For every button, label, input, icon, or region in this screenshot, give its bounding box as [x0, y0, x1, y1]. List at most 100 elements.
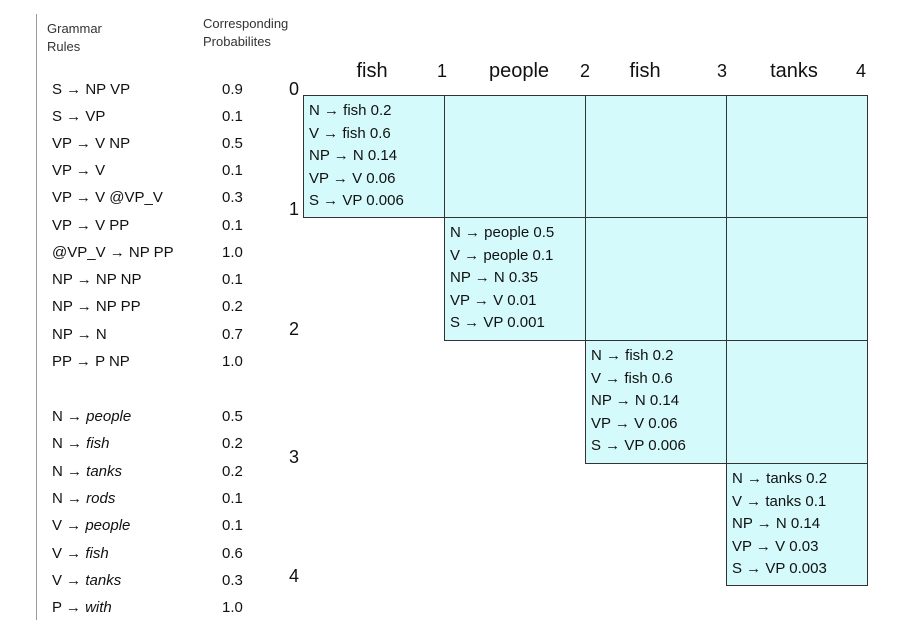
rule-probability: 0.9: [222, 81, 243, 98]
lexical-probability: 0.1: [222, 517, 243, 534]
chart-cell-entry: S → VP 0.003: [732, 560, 827, 577]
lexical-probability: 0.3: [222, 572, 243, 589]
chart-cell-entries: N → fish 0.2 V → fish 0.6 NP → N 0.14 VP → …: [304, 96, 444, 213]
rule-probability: 0.1: [222, 217, 243, 234]
rule-probability: 0.2: [222, 298, 243, 315]
sentence-word: people: [488, 60, 550, 82]
chart-cell-entry: VP → V 0.06: [591, 414, 678, 432]
sentence-word: fish: [629, 60, 661, 82]
chart-cell: [585, 217, 727, 341]
lexical-rule: V → fish: [52, 545, 109, 562]
chart-cell-entries: [727, 341, 867, 345]
grammar-rule: NP → N: [52, 326, 107, 343]
chart-cell-entry: NP → N 0.14: [591, 392, 680, 409]
column-index: 1: [437, 61, 448, 81]
column-index: 3: [717, 61, 728, 81]
grammar-rule: PP → P NP: [52, 353, 130, 370]
row-index: 2: [289, 319, 300, 339]
chart-cell-entry: VP → V 0.01: [450, 291, 537, 309]
column-index: 4: [856, 61, 867, 81]
chart-cell-entry: V → fish 0.6: [591, 369, 673, 387]
lexical-probability: 1.0: [222, 599, 243, 616]
grammar-rule: VP → V @VP_V: [52, 189, 163, 206]
chart-cell-entries: [586, 218, 726, 222]
chart-cell: [726, 217, 868, 341]
chart-cell-entry: NP → N 0.35: [450, 269, 539, 286]
lexical-rule: V → tanks: [52, 572, 122, 589]
probabilities-header-line: Corresponding: [203, 16, 289, 31]
lexical-rule: N → people: [52, 408, 132, 425]
grammar-rules-header-line: Grammar: [47, 21, 102, 36]
sentence-word: tanks: [770, 60, 818, 82]
lexical-word: fish: [85, 545, 109, 562]
chart-cell: N → people 0.5 V → people 0.1 NP → N 0.35 V…: [444, 217, 586, 341]
chart-cell-entry: V → tanks 0.1: [732, 492, 827, 510]
chart-cell-entry: NP → N 0.14: [309, 147, 398, 164]
rule-probability: 1.0: [222, 244, 243, 261]
sentence-word: fish: [356, 60, 388, 82]
chart-cell-entry: S → VP 0.006: [309, 192, 404, 209]
chart-cell-entries: N → people 0.5 V → people 0.1 NP → N 0.35 V…: [445, 218, 585, 335]
chart-cell-entries: [445, 96, 585, 100]
lexical-probability: 0.1: [222, 490, 243, 507]
grammar-rule: VP → V PP: [52, 217, 130, 234]
lexical-word: tanks: [85, 572, 122, 589]
grammar-rules-header-line: Rules: [47, 39, 81, 54]
probabilities-header: Corresponding Probabilites: [203, 15, 313, 51]
row-index: 4: [289, 566, 300, 586]
chart-cell: N → fish 0.2 V → fish 0.6 NP → N 0.14 VP → …: [303, 95, 445, 218]
rule-probability: 0.7: [222, 326, 243, 343]
grammar-rule: NP → NP NP: [52, 271, 142, 288]
chart-cell: [585, 95, 727, 218]
lexical-word: people: [86, 408, 132, 425]
chart-cell-entry: S → VP 0.006: [591, 437, 686, 454]
lexical-rule: N → rods: [52, 490, 116, 507]
chart-cell-entries: N → tanks 0.2 V → tanks 0.1 NP → N 0.14 VP …: [727, 464, 867, 581]
chart-cell-entries: [586, 96, 726, 100]
rule-probability: 0.3: [222, 189, 243, 206]
grammar-rule: NP → NP PP: [52, 298, 141, 315]
chart-cell: [726, 95, 868, 218]
divider-line: [36, 14, 37, 620]
rule-probability: 0.1: [222, 271, 243, 288]
grammar-rule: VP → V: [52, 162, 106, 179]
grammar-rule: @VP_V → NP PP: [52, 244, 174, 261]
chart-cell-entries: [727, 218, 867, 222]
chart-cell-entry: N → people 0.5: [450, 224, 555, 241]
rule-probability: 1.0: [222, 353, 243, 370]
row-index: 3: [289, 447, 300, 467]
row-index: 0: [289, 79, 300, 99]
chart-cell-entries: [727, 96, 867, 100]
grammar-rule: S → NP VP: [52, 81, 131, 98]
rule-probability: 0.1: [222, 108, 243, 125]
lexical-probability: 0.5: [222, 408, 243, 425]
probabilities-header-line: Probabilites: [203, 34, 271, 49]
chart-cell-entries: N → fish 0.2 V → fish 0.6 NP → N 0.14 VP → …: [586, 341, 726, 458]
chart-cell-entry: VP → V 0.03: [732, 537, 819, 555]
grammar-rule: VP → V NP: [52, 135, 131, 152]
lexical-rule: N → fish: [52, 435, 110, 452]
row-index: 1: [289, 199, 300, 219]
chart-cell-entry: N → fish 0.2: [309, 102, 392, 119]
chart-cell: N → fish 0.2 V → fish 0.6 NP → N 0.14 VP → …: [585, 340, 727, 464]
chart-cell-entry: V → people 0.1: [450, 246, 554, 264]
lexical-word: people: [85, 517, 131, 534]
lexical-probability: 0.6: [222, 545, 243, 562]
chart-cell-entry: N → fish 0.2: [591, 347, 674, 364]
lexical-rule: P → with: [52, 599, 112, 616]
lexical-rule: N → tanks: [52, 463, 123, 480]
lexical-word: rods: [86, 490, 116, 507]
chart-cell-entry: S → VP 0.001: [450, 314, 545, 331]
chart-cell-entry: NP → N 0.14: [732, 515, 821, 532]
lexical-probability: 0.2: [222, 435, 243, 452]
grammar-rule: S → VP: [52, 108, 106, 125]
rule-probability: 0.5: [222, 135, 243, 152]
chart-cell: [444, 95, 586, 218]
lexical-rule: V → people: [52, 517, 131, 534]
grammar-rules-header: Grammar Rules: [47, 20, 167, 56]
chart-cell-entry: N → tanks 0.2: [732, 470, 828, 487]
lexical-word: fish: [86, 435, 110, 452]
lexical-word: with: [85, 599, 112, 616]
lexical-word: tanks: [86, 463, 123, 480]
rule-probability: 0.1: [222, 162, 243, 179]
